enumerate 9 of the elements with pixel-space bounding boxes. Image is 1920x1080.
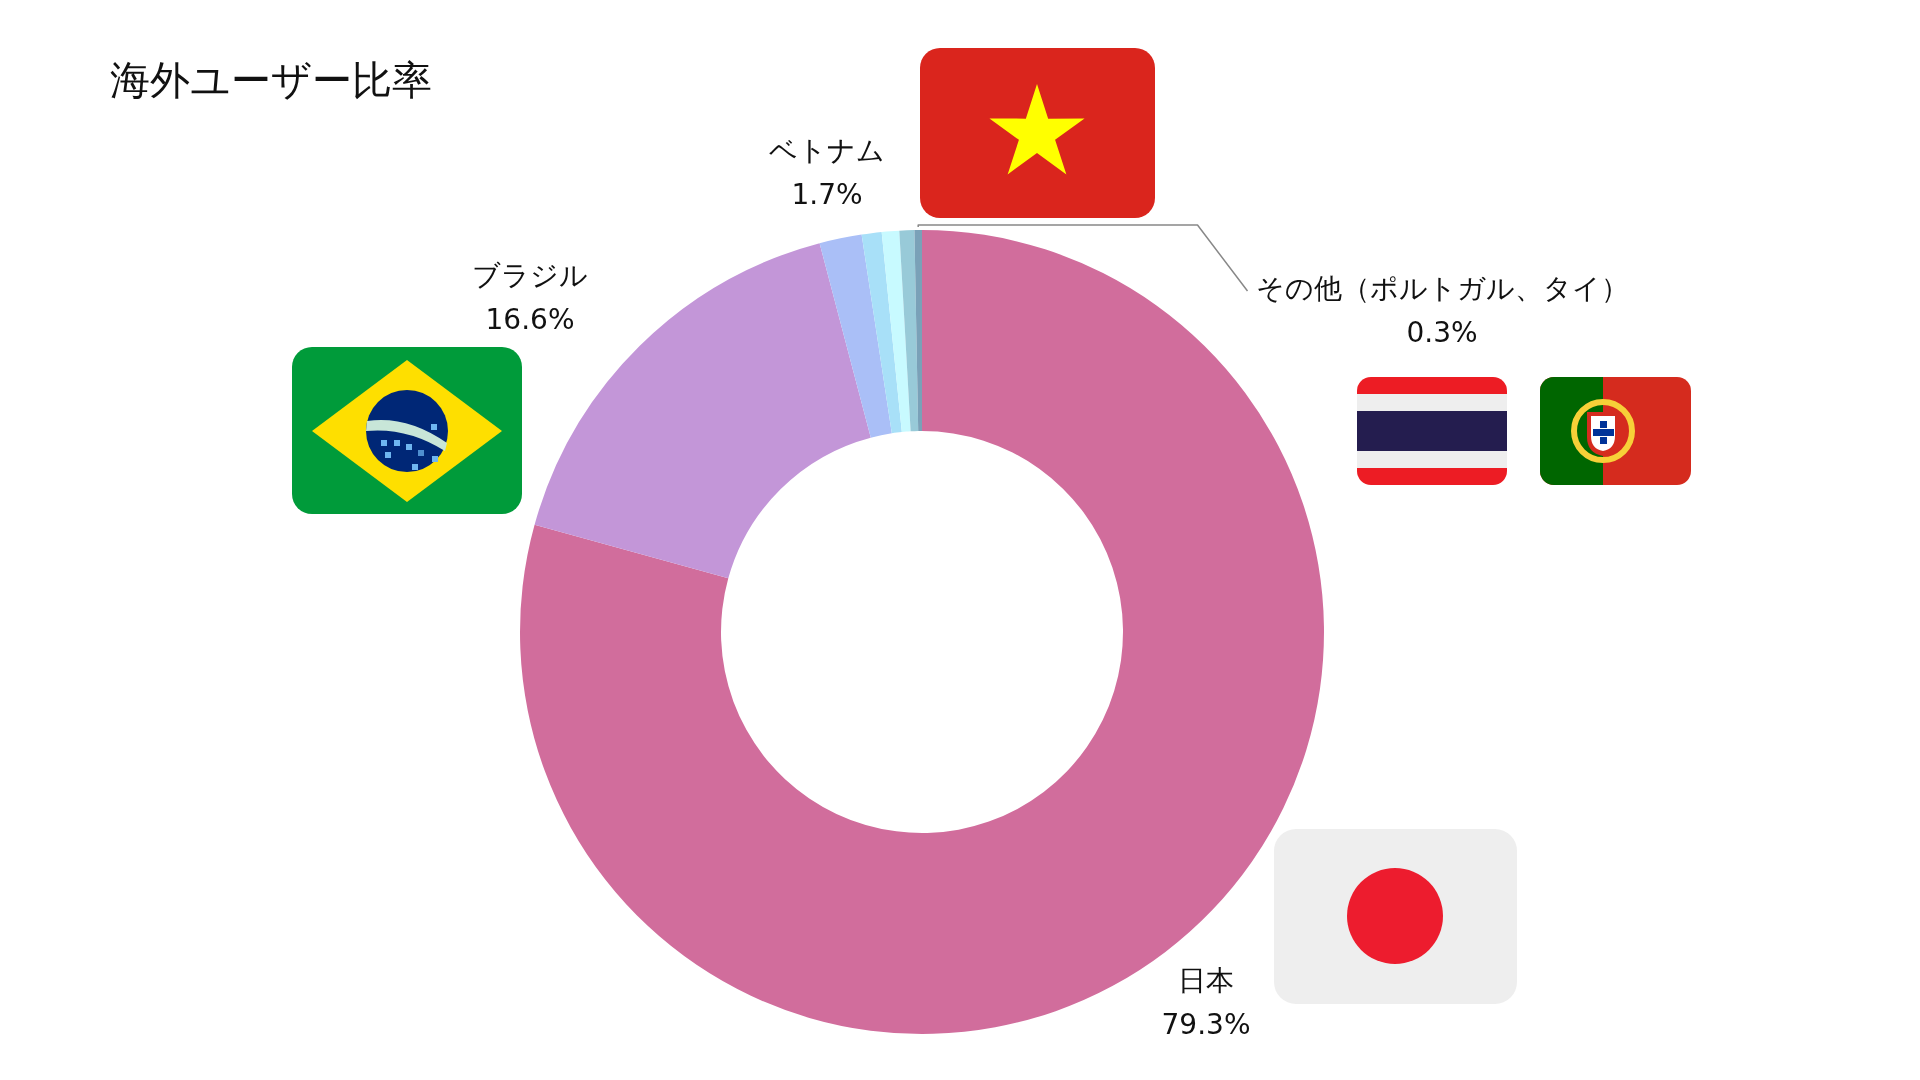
data-label: 0.3% — [1406, 316, 1478, 350]
slice-label: ベトナム — [769, 134, 885, 168]
data-label: 79.3% — [1161, 1008, 1251, 1042]
chart-title: 海外ユーザー比率 — [110, 57, 432, 104]
slice-label: 日本 — [1178, 964, 1234, 998]
data-label: 16.6% — [485, 303, 575, 337]
slice-label: その他（ポルトガル、タイ） — [1255, 272, 1629, 306]
data-label: 1.7% — [791, 178, 863, 212]
slice-label: ブラジル — [472, 259, 588, 293]
